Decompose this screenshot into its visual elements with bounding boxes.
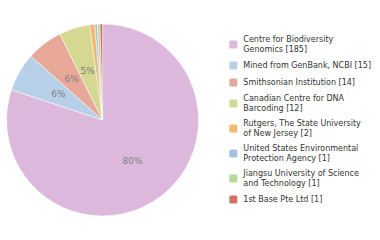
svg-text:Barcoding [12]: Barcoding [12] [243,104,302,113]
svg-text:Genomics [185]: Genomics [185] [243,45,307,54]
svg-text:of New Jersey [2]: of New Jersey [2] [243,129,312,138]
svg-text:and Technology [1]: and Technology [1] [243,179,319,188]
svg-text:Rutgers, The State University: Rutgers, The State University [243,119,361,128]
svg-text:Smithsonian Institution [14]: Smithsonian Institution [14] [243,78,355,87]
svg-text:6%: 6% [65,74,80,84]
svg-text:80%: 80% [122,156,142,166]
svg-text:Mined from GenBank, NCBI [15]: Mined from GenBank, NCBI [15] [243,61,371,70]
svg-text:5%: 5% [80,66,95,76]
svg-text:Protection Agency [1]: Protection Agency [1] [243,154,330,163]
svg-text:Canadian Centre for DNA: Canadian Centre for DNA [243,94,344,103]
svg-text:Jiangsu University of Science: Jiangsu University of Science [242,169,359,178]
svg-text:1st Base Pte Ltd [1]: 1st Base Pte Ltd [1] [243,195,322,204]
svg-text:Centre for Biodiversity: Centre for Biodiversity [243,35,333,44]
svg-text:6%: 6% [51,89,66,99]
svg-text:United States Environmental: United States Environmental [243,144,358,153]
